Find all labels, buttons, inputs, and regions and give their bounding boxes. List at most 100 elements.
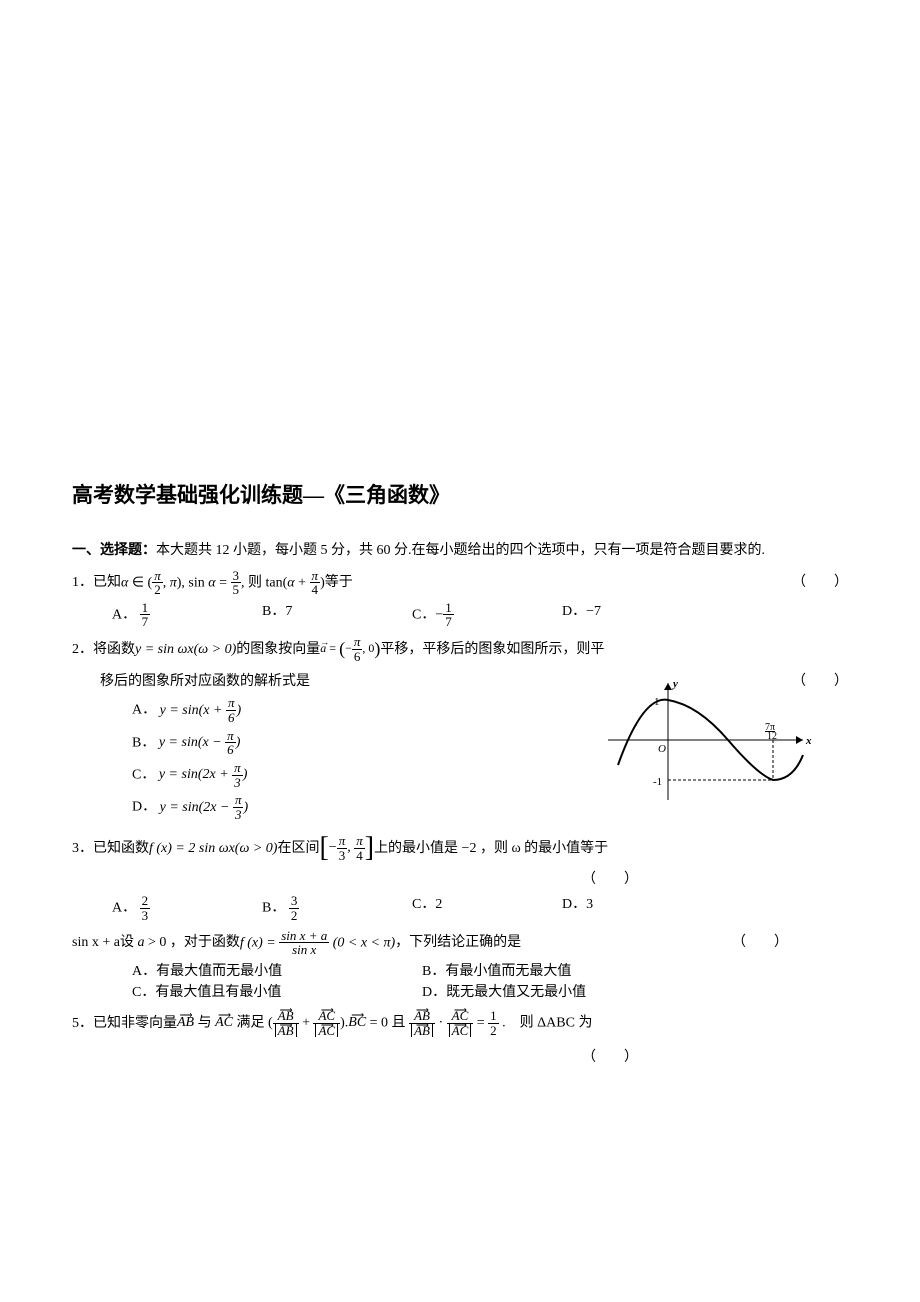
q5-eq-half: = [477, 1015, 488, 1030]
q3-a-den: 3 [140, 909, 151, 923]
q1-options: A． 17 B．7 C．−17 D．−7 [72, 601, 848, 629]
q2-b-pi: π [225, 729, 236, 744]
q2-b-den: 6 [225, 743, 236, 757]
q1-math-1: α ∈ (π2, π), sin α = 35, 则 tan(α + π4) [121, 569, 325, 597]
q3-number: 3． [72, 838, 93, 859]
q4-den: sin x [279, 943, 329, 957]
q1-five: 5 [231, 583, 242, 597]
q5-blank: （ ） [582, 1050, 638, 1065]
q2-mid1: 的图象按向量 [236, 639, 320, 660]
q4-num: sin x + a [279, 929, 329, 944]
question-3: 3． 已知函数 f (x) = 2 sin ωx(ω > 0) 在区间 [−π3… [72, 827, 848, 922]
q1-pi-1: π [154, 568, 161, 583]
q1-c-den: 7 [443, 615, 454, 629]
q1-a-num: 1 [140, 601, 151, 616]
q3-opt-b: B． 32 [262, 894, 412, 922]
q3-a-num: 2 [140, 894, 151, 909]
q5-half-num: 1 [488, 1009, 499, 1024]
q3-interval: [−π3, π4] [319, 827, 374, 869]
q4-func: f (x) = sin x + asin x (0 < x < π) [240, 929, 395, 957]
q1-opt-a: A． 17 [112, 601, 262, 629]
q1-c-num: 1 [443, 601, 454, 616]
q3-blank-line: （ ） [72, 869, 848, 890]
q3-pi-2: π [354, 834, 365, 849]
q3-pi-1: π [337, 834, 348, 849]
q2-a-pi: π [226, 696, 237, 711]
q5-plus: + [302, 1015, 313, 1030]
q2-a-den: 6 [226, 711, 237, 725]
section-instructions: 一、选择题： 本大题共 12 小题，每小题 5 分，共 60 分.在每小题给出的… [72, 540, 848, 561]
section-label: 一、选择题： [72, 540, 156, 561]
q5-eq0: = 0 且 [370, 1015, 409, 1030]
q3-func: f (x) = 2 sin ωx(ω > 0) [149, 838, 277, 859]
q2-c-pi: π [232, 761, 243, 776]
question-4: sin x + a 设 a > 0 ，对于函数 f (x) = sin x + … [72, 929, 848, 1003]
q1-number: 1． [72, 572, 93, 593]
section-text: 本大题共 12 小题，每小题 5 分，共 60 分.在每小题给出的四个选项中，只… [156, 540, 765, 561]
q2-c-den: 3 [232, 776, 243, 790]
q1-pi-2: π [312, 568, 319, 583]
q5-number: 5． [72, 1013, 93, 1034]
q3-four: 4 [354, 849, 365, 863]
q1-a-label: A． [112, 607, 136, 622]
question-5: 5． 已知非零向量 ⟶AB 与 ⟶AC 满足 (⟶AB⟶AB + ⟶AC⟶AC)… [72, 1009, 848, 1068]
q5-satisfy: 满足 ( [237, 1015, 273, 1030]
plot-one: 1 [654, 696, 660, 708]
q2-d-den: 3 [233, 808, 244, 822]
q1-c-neg: − [435, 607, 443, 622]
plot-neg-one: -1 [653, 776, 662, 788]
q3-a-label: A． [112, 901, 136, 916]
q2-prefix: 将函数 [93, 639, 135, 660]
q4-number: sin x + a [72, 932, 120, 953]
q1-three: 3 [231, 569, 242, 584]
q1-a-den: 7 [140, 615, 151, 629]
q5-half-den: 2 [488, 1024, 499, 1038]
q1-opt-d: D．−7 [562, 601, 601, 629]
q3-b-num: 3 [289, 894, 300, 909]
q5-period: . 则 ΔABC 为 [502, 1015, 592, 1030]
plot-y-label: y [671, 678, 678, 690]
q2-mid2: 平移，平移后的图象如图所示，则平 [380, 639, 604, 660]
q2-func: y = sin ωx(ω > 0) [135, 639, 236, 660]
q2-pi: π [352, 635, 363, 650]
q1-blank: （ ） [792, 572, 848, 593]
q3-mid: 在区间 [277, 838, 319, 859]
q2-b-label: B． [132, 735, 155, 750]
q2-vector: →a = (−π6, 0) [320, 635, 380, 663]
q1-two: 2 [152, 583, 163, 597]
q2-number: 2． [72, 639, 93, 660]
q4-options-row2: C．有最大值且有最小值 D．既无最大值又无最小值 [72, 982, 848, 1003]
q1-opt-c: C．−17 [412, 601, 562, 629]
q1-four: 4 [310, 583, 321, 597]
q3-b-label: B． [262, 901, 285, 916]
q1-opt-b: B．7 [262, 601, 412, 629]
q4-blank: （ ） [732, 932, 788, 953]
q4-options-row1: A．有最大值而无最小值 B．有最小值而无最大值 [72, 961, 848, 982]
q4-prefix: 设 a > 0 ，对于函数 [120, 932, 240, 953]
q5-prefix: 已知非零向量 [93, 1013, 177, 1034]
q5-math: ⟶AB 与 ⟶AC 满足 (⟶AB⟶AB + ⟶AC⟶AC).⟶BC = 0 且… [177, 1009, 592, 1037]
q2-c-label: C． [132, 767, 155, 782]
q3-opt-d: D．3 [562, 894, 593, 922]
q2-line2: 移后的图象所对应函数的解析式是 [100, 674, 310, 689]
q3-opt-c: C．2 [412, 894, 562, 922]
q5-and: 与 [198, 1015, 216, 1030]
q2-six: 6 [352, 650, 363, 664]
q4-opt-a: A．有最大值而无最小值 [132, 961, 422, 982]
q4-opt-b: B．有最小值而无最大值 [422, 961, 571, 982]
q1-suffix: 等于 [325, 572, 353, 593]
q3-opt-a: A． 23 [112, 894, 262, 922]
page-title: 高考数学基础强化训练题—《三角函数》 [72, 480, 848, 512]
question-2: 2． 将函数 y = sin ωx(ω > 0) 的图象按向量 →a = (−π… [72, 635, 848, 821]
q5-blank-line: （ ） [72, 1047, 848, 1068]
plot-origin: O [658, 743, 666, 755]
plot-x-label: x [805, 735, 812, 747]
q1-c-label: C． [412, 607, 435, 622]
q4-suffix: ，下列结论正确的是 [395, 932, 521, 953]
plot-tick-den: 12 [767, 731, 777, 742]
q3-blank: （ ） [582, 872, 638, 887]
q2-d-pi: π [233, 793, 244, 808]
q2-sine-plot: 1 -1 O y x 7π 12 [598, 675, 818, 812]
q3-suffix: 上的最小值是 −2 ，则 ω 的最小值等于 [374, 838, 608, 859]
q2-d-label: D． [132, 800, 156, 815]
